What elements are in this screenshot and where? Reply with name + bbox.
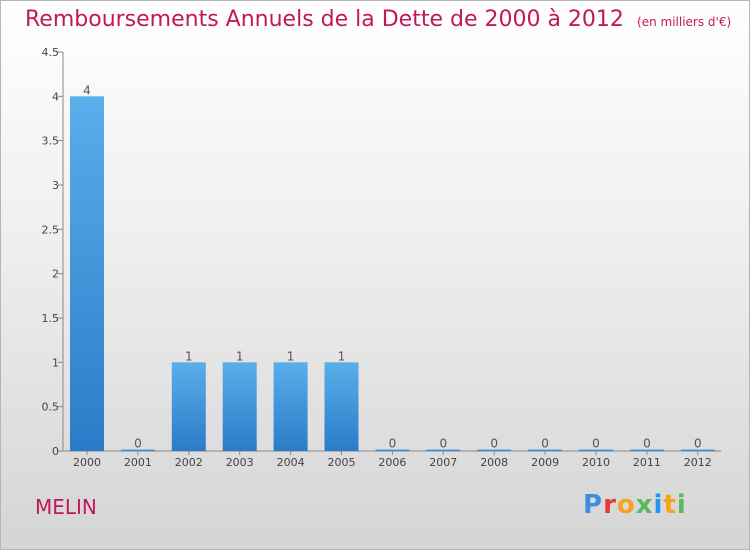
bar: [680, 449, 715, 451]
y-tick-label: 1.5: [42, 312, 60, 325]
bar: [222, 362, 257, 451]
bar: [528, 449, 563, 451]
y-tick-label: 0.5: [42, 401, 60, 414]
bar-data-label: 0: [694, 437, 702, 451]
x-tick-label: 2012: [684, 456, 712, 469]
bar: [273, 362, 308, 451]
x-tick-label: 2009: [531, 456, 559, 469]
y-tick-label: 2.5: [42, 223, 60, 236]
x-tick-label: 2008: [480, 456, 508, 469]
bar-data-label: 0: [134, 437, 142, 451]
y-tick-label: 3.5: [42, 135, 60, 148]
bar-data-label: 1: [236, 349, 244, 363]
x-tick-label: 2011: [633, 456, 661, 469]
x-tick-label: 2004: [277, 456, 305, 469]
y-tick-label: 0: [52, 445, 59, 458]
bar: [375, 449, 410, 451]
bar-data-label: 1: [338, 349, 346, 363]
bar: [171, 362, 206, 451]
chart-title: Remboursements Annuels de la Dette de 20…: [25, 7, 731, 32]
x-tick-label: 2010: [582, 456, 610, 469]
bar-data-label: 4: [83, 83, 91, 97]
bar: [70, 96, 104, 451]
bar-data-label: 0: [592, 437, 600, 451]
x-tick-label: 2007: [429, 456, 457, 469]
proxiti-logo: Proxiti: [583, 490, 687, 520]
x-tick-label: 2002: [175, 456, 203, 469]
logo-letter: P: [583, 490, 604, 520]
bar: [324, 362, 359, 451]
bar: [579, 449, 613, 451]
bar: [426, 449, 461, 451]
bar-data-label: 1: [287, 349, 295, 363]
x-tick-label: 2003: [226, 456, 254, 469]
bar: [477, 449, 512, 451]
bar-data-label: 0: [541, 437, 549, 451]
y-tick-label: 1: [52, 356, 59, 369]
bar-data-label: 0: [439, 437, 447, 451]
x-tick-label: 2001: [124, 456, 152, 469]
y-tick-label: 4: [52, 90, 59, 103]
x-tick-label: 2000: [73, 456, 101, 469]
logo-letter: i: [676, 490, 687, 520]
logo-letter: i: [653, 490, 664, 520]
bar-data-label: 0: [389, 437, 397, 451]
commune-name: MELIN: [35, 495, 97, 519]
y-tick-label: 4.5: [42, 46, 60, 59]
chart-title-main: Remboursements Annuels de la Dette de 20…: [25, 7, 624, 32]
logo-letter: r: [603, 490, 617, 520]
bar-data-label: 1: [185, 349, 193, 363]
logo-letter: o: [616, 490, 636, 520]
bar-data-label: 0: [490, 437, 498, 451]
chart-title-unit: (en milliers d'€): [637, 15, 732, 29]
y-tick-label: 2: [52, 268, 59, 281]
logo-letter: t: [663, 490, 677, 520]
bar: [120, 449, 155, 451]
y-tick-label: 3: [52, 179, 59, 192]
x-tick-label: 2005: [328, 456, 356, 469]
x-tick-label: 2006: [378, 456, 406, 469]
logo-letter: x: [635, 490, 654, 520]
bar: [629, 449, 664, 451]
bar-data-label: 0: [643, 437, 651, 451]
